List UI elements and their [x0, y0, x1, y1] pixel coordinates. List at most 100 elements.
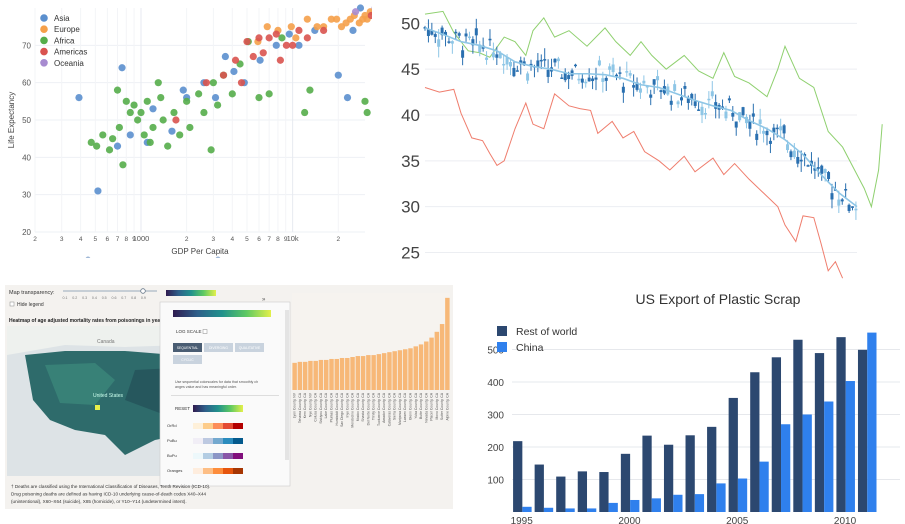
candle-body	[573, 64, 577, 67]
data-bar	[857, 349, 868, 512]
data-point	[230, 67, 238, 76]
county-bar	[413, 346, 418, 390]
candle-body	[611, 64, 615, 73]
y-tick-label: 200	[487, 443, 504, 454]
palette-swatch	[218, 423, 223, 429]
candle-body	[560, 77, 564, 80]
county-bar	[366, 355, 371, 390]
county-label: Plumas County, CA	[330, 392, 334, 422]
reset-colorbar	[193, 405, 243, 412]
data-bar	[845, 381, 855, 512]
x-tick-label: 8	[124, 236, 128, 243]
candle-body	[669, 100, 673, 105]
y-tick-label: 100	[487, 476, 504, 487]
transparency-tick: 0.8	[131, 296, 136, 300]
data-point	[301, 108, 309, 117]
legend-label: Americas	[54, 48, 87, 57]
legend-label: Asia	[54, 14, 70, 23]
candle-body	[567, 75, 571, 80]
data-point	[228, 90, 236, 98]
x-tick-label: 3	[212, 236, 216, 243]
candle-body	[768, 140, 772, 144]
y-tick-label: 30	[401, 198, 420, 217]
scale-button	[204, 343, 233, 352]
county-bar	[318, 359, 324, 390]
candle-body	[748, 121, 752, 129]
scale-button	[173, 343, 202, 352]
candle-body	[580, 78, 584, 83]
candle-body	[642, 80, 646, 84]
data-bar	[577, 471, 588, 512]
candle-body	[700, 106, 704, 116]
candle-body	[621, 86, 625, 93]
candle-body	[758, 119, 762, 124]
candle-body	[638, 88, 642, 93]
x-axis-title: GDP Per Capita	[171, 247, 229, 256]
candle-body	[741, 107, 745, 116]
hide-legend-checkbox	[9, 301, 15, 307]
county-label: Lake County, CA	[324, 392, 328, 418]
palette-name: Oranges	[167, 468, 182, 473]
data-point	[207, 146, 215, 154]
palette-swatch	[228, 438, 233, 444]
candle-body	[731, 112, 735, 117]
x-tick-label: 7	[116, 236, 120, 243]
candle-body	[437, 39, 441, 47]
x-tick-label: 9	[284, 236, 288, 243]
palette-swatch	[203, 468, 208, 474]
y-tick-label: 20	[22, 228, 31, 237]
candle-body	[659, 90, 663, 93]
data-bar	[694, 494, 705, 512]
candle-body	[799, 159, 803, 162]
range-slider-track[interactable]	[0, 256, 372, 258]
transparency-tick: 0.5	[102, 296, 107, 300]
colorbar-top	[166, 290, 216, 296]
county-label: Trinity County, CA	[372, 392, 376, 420]
candle-body	[697, 109, 701, 111]
data-point	[295, 41, 303, 49]
legend-marker	[40, 25, 48, 33]
x-tick-label: 5	[245, 236, 249, 243]
x-tick-label: 1000	[133, 234, 150, 243]
data-point	[221, 52, 229, 61]
map-label-us: United States	[93, 393, 124, 399]
candle-body	[765, 131, 769, 136]
data-point	[87, 138, 95, 146]
candle-body	[433, 34, 437, 37]
data-bar	[793, 339, 803, 512]
palette-swatch	[223, 468, 228, 474]
candle-body	[608, 66, 612, 70]
data-point	[327, 15, 335, 23]
footnote: Drug poisoning deaths are defined as hav…	[11, 492, 207, 497]
data-bar	[685, 435, 695, 512]
county-bar	[381, 353, 387, 390]
county-bar	[387, 352, 392, 390]
data-bar	[565, 508, 575, 512]
data-point	[265, 34, 273, 42]
county-label: Shasta County, CA	[361, 392, 365, 421]
county-bar	[313, 360, 318, 390]
data-bar	[673, 494, 683, 512]
candle-body	[779, 126, 783, 131]
data-point	[140, 131, 148, 139]
y-tick-label: 50	[22, 116, 31, 125]
candle-body	[727, 98, 731, 101]
data-point	[168, 127, 176, 135]
candle-body	[772, 127, 776, 133]
scale-button-label: DIVERGING	[209, 346, 228, 350]
data-point	[351, 8, 360, 16]
legend-marker	[40, 36, 48, 45]
panel-divider	[171, 395, 279, 396]
transparency-handle	[140, 288, 146, 294]
county-label: Humboldt County, CA	[335, 392, 339, 425]
data-point	[211, 94, 220, 102]
data-point	[149, 105, 157, 113]
data-point	[367, 11, 372, 20]
y-tick-label: 35	[401, 152, 420, 171]
candle-body	[693, 101, 697, 106]
data-point	[170, 108, 178, 117]
candle-body	[447, 41, 451, 43]
data-point	[143, 97, 151, 105]
county-label: Butte County, CA	[419, 392, 423, 419]
palette-swatch	[238, 468, 243, 474]
